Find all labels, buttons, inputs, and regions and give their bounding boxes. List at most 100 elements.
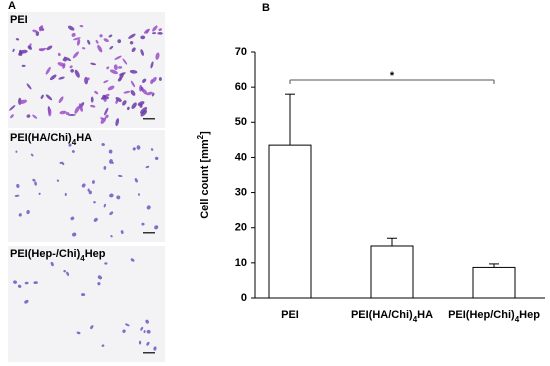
cell [157, 32, 163, 35]
cell [97, 44, 103, 53]
cell [119, 73, 124, 80]
cell [101, 143, 105, 147]
cell [64, 192, 67, 197]
cell [93, 201, 96, 204]
cell [152, 32, 157, 35]
cell [154, 156, 159, 161]
cell [142, 78, 147, 83]
cell [33, 281, 38, 285]
cell [140, 35, 146, 40]
cell [62, 62, 66, 69]
image-label-part: HA [76, 132, 92, 144]
cell [18, 52, 22, 56]
cell [82, 47, 86, 50]
cell [131, 47, 136, 53]
cell [15, 150, 18, 153]
image-label-part: 4 [80, 254, 85, 263]
cell [93, 217, 98, 222]
cell [58, 76, 65, 80]
cell [65, 112, 70, 116]
cell [145, 165, 150, 169]
cell [30, 153, 34, 157]
cell [34, 181, 37, 186]
micrograph [8, 130, 165, 242]
cell [81, 293, 86, 297]
cell [141, 88, 148, 95]
cell [155, 52, 160, 60]
cell [90, 325, 94, 330]
cell [66, 271, 70, 276]
cell [125, 323, 130, 327]
micrograph [8, 246, 165, 362]
cell [90, 96, 94, 103]
y-tick-label: 60 [235, 81, 247, 93]
cell [71, 232, 77, 237]
cell [71, 32, 76, 37]
cell [103, 80, 109, 84]
y-tick-label: 70 [235, 46, 247, 58]
cell [129, 41, 134, 45]
cell [46, 45, 53, 51]
image-label: PEI(Hep-/Chi)4Hep [10, 248, 106, 263]
y-axis-title-part: ] [199, 131, 211, 135]
cell [27, 45, 32, 50]
cell [10, 114, 14, 119]
cell [18, 213, 22, 217]
cell [113, 64, 118, 71]
cell [100, 117, 107, 124]
cell [59, 110, 67, 115]
y-tick-label: 40 [235, 151, 247, 163]
cell [152, 25, 158, 32]
cell [115, 118, 120, 127]
cell [101, 344, 105, 347]
cell [130, 258, 135, 262]
cell [106, 66, 110, 70]
cell [104, 262, 108, 265]
image-label-part: 4 [72, 138, 77, 147]
image-label-part: PEI [10, 14, 28, 26]
cell [146, 341, 150, 346]
cell [151, 92, 155, 97]
image-label-part: PEI(Hep-/Chi) [10, 248, 81, 260]
cell [95, 39, 99, 44]
bar [370, 245, 414, 299]
cell [45, 94, 53, 101]
cell [12, 48, 15, 52]
cell [74, 69, 80, 78]
cell [45, 66, 51, 75]
cell [63, 56, 72, 62]
cell [103, 203, 106, 208]
cell [48, 108, 52, 117]
cell [71, 150, 75, 153]
cell [89, 104, 96, 108]
cell [114, 55, 122, 60]
cell [68, 113, 76, 117]
cell [107, 85, 115, 91]
cell [26, 114, 31, 118]
cell [131, 102, 137, 109]
cell [58, 96, 64, 103]
cell [19, 99, 28, 104]
cell [70, 216, 75, 221]
cell [73, 37, 81, 41]
x-tick-label-part: PEI(HA/Chi) [351, 309, 413, 321]
cell [17, 284, 22, 288]
cell [140, 49, 144, 56]
cell [13, 280, 18, 284]
cell [76, 38, 81, 46]
cell [117, 174, 123, 178]
cell [140, 326, 144, 331]
x-tick-label-part: HA [417, 309, 433, 321]
cell [134, 178, 138, 183]
cell [94, 90, 99, 95]
cell [150, 148, 154, 151]
panel-label: B [262, 2, 270, 14]
x-tick-label-part: Hep [519, 309, 540, 321]
cell [15, 38, 20, 41]
bar [472, 266, 516, 299]
image-label-part: Hep [85, 248, 106, 260]
cell [24, 281, 29, 285]
cell [103, 38, 109, 43]
cell [81, 183, 86, 188]
